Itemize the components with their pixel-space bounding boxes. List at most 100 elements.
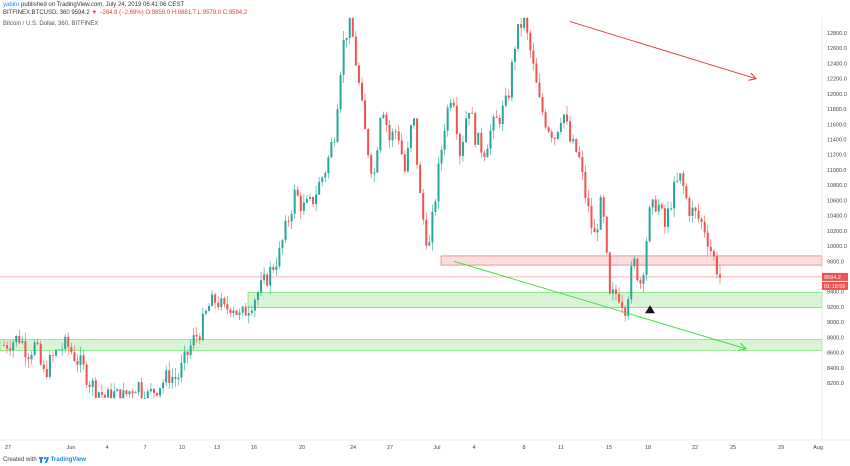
candle bbox=[495, 110, 498, 118]
candle-body bbox=[24, 341, 27, 358]
candle bbox=[85, 361, 88, 389]
candle-body bbox=[584, 171, 587, 199]
trendlines-layer bbox=[0, 21, 822, 349]
candle-body bbox=[364, 100, 367, 130]
candle-body bbox=[119, 389, 122, 399]
candle bbox=[177, 373, 180, 386]
candle bbox=[657, 198, 660, 216]
candle bbox=[91, 377, 94, 396]
pane-title: Bitcoin / U.S. Dollar, 360, BITFINEX bbox=[3, 21, 99, 27]
candle bbox=[541, 93, 544, 116]
candle bbox=[100, 384, 103, 399]
candle bbox=[269, 261, 272, 295]
candle-body bbox=[409, 125, 412, 148]
candle-body bbox=[382, 114, 385, 119]
candle-body bbox=[315, 194, 318, 204]
candle-body bbox=[566, 114, 569, 122]
x-tick-label: 4 bbox=[472, 445, 475, 451]
candle-body bbox=[79, 355, 82, 365]
author-name[interactable]: yabiru bbox=[3, 2, 20, 8]
candle bbox=[296, 186, 299, 197]
candle bbox=[351, 17, 354, 37]
candle-body bbox=[706, 232, 709, 247]
candle-body bbox=[550, 131, 553, 138]
candle bbox=[397, 125, 400, 145]
y-tick-label: 11200.0 bbox=[827, 153, 846, 159]
candle bbox=[639, 277, 642, 289]
candle bbox=[440, 146, 443, 171]
candle bbox=[201, 307, 204, 342]
candle-body bbox=[305, 198, 308, 203]
tradingview-brand[interactable]: TradingView bbox=[50, 456, 86, 463]
candle bbox=[452, 98, 455, 108]
candle bbox=[666, 201, 669, 234]
candle bbox=[489, 124, 492, 156]
candle-body bbox=[290, 213, 293, 222]
candle bbox=[483, 150, 486, 162]
candle bbox=[134, 390, 137, 394]
candle-body bbox=[474, 113, 477, 145]
candle bbox=[572, 134, 575, 144]
candle-body bbox=[621, 302, 624, 308]
y-tick-label: 10400.0 bbox=[827, 214, 847, 220]
candle bbox=[544, 108, 547, 130]
candle bbox=[645, 237, 648, 281]
candle bbox=[229, 307, 232, 318]
candle bbox=[284, 215, 287, 244]
candle bbox=[709, 239, 712, 255]
x-tick-label: 18 bbox=[645, 445, 651, 451]
candle-body bbox=[651, 199, 654, 208]
candle-body bbox=[379, 118, 382, 151]
candle-body bbox=[483, 152, 486, 158]
candle-body bbox=[694, 207, 697, 211]
candle-body bbox=[330, 142, 333, 158]
candle bbox=[275, 257, 278, 276]
y-tick-label: 8400.0 bbox=[827, 366, 844, 372]
y-tick-label: 9400.0 bbox=[827, 290, 844, 296]
candle-body bbox=[284, 220, 287, 241]
candle-body bbox=[614, 289, 617, 294]
y-tick-label: 11400.0 bbox=[827, 138, 846, 144]
candle-body bbox=[452, 102, 455, 106]
candle-body bbox=[299, 195, 302, 211]
candle-body bbox=[192, 334, 195, 346]
candle bbox=[507, 89, 510, 101]
candle bbox=[308, 193, 311, 202]
candle bbox=[648, 205, 651, 243]
candle-body bbox=[116, 389, 119, 392]
candle bbox=[195, 326, 198, 344]
candle bbox=[324, 170, 327, 183]
candle-body bbox=[64, 336, 67, 350]
y-tick-label: 9800.0 bbox=[827, 259, 844, 265]
candle bbox=[550, 129, 553, 143]
zones-layer bbox=[0, 255, 823, 351]
candle-body bbox=[553, 137, 556, 139]
candle-body bbox=[413, 118, 416, 126]
candle-body bbox=[691, 207, 694, 216]
candle bbox=[137, 381, 140, 396]
candle bbox=[103, 393, 106, 399]
candle-body bbox=[419, 164, 422, 193]
x-tick-label: 11 bbox=[558, 445, 564, 451]
candle-body bbox=[122, 390, 125, 399]
green-trendline bbox=[453, 260, 746, 349]
candle-body bbox=[599, 197, 602, 230]
candle bbox=[587, 189, 590, 213]
candle bbox=[394, 129, 397, 139]
candle-body bbox=[296, 189, 299, 196]
candle-body bbox=[48, 355, 51, 377]
candle-body bbox=[465, 118, 468, 143]
candle-body bbox=[455, 105, 458, 135]
candle-body bbox=[260, 280, 263, 293]
candle-body bbox=[39, 343, 42, 365]
tradingview-logo-icon bbox=[38, 456, 49, 463]
candle-body bbox=[648, 207, 651, 242]
candle bbox=[226, 296, 229, 315]
x-tick-label: Jun bbox=[67, 445, 76, 451]
candle bbox=[217, 296, 220, 310]
candle-body bbox=[174, 376, 177, 380]
green-zone bbox=[247, 292, 823, 308]
candle-body bbox=[113, 391, 116, 399]
candle bbox=[333, 137, 336, 147]
